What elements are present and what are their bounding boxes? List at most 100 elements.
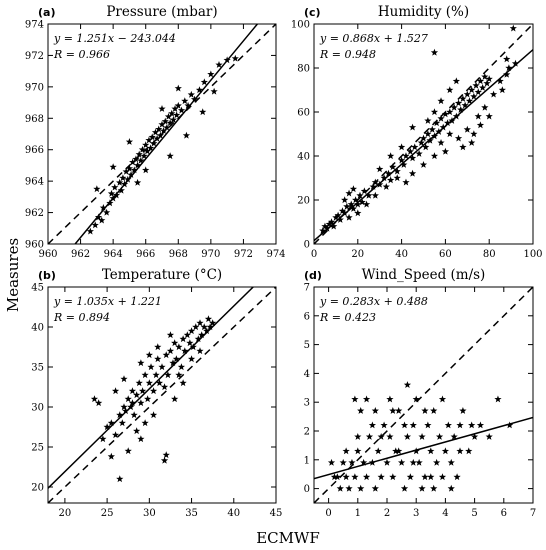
data-point [511, 59, 520, 67]
data-point [461, 101, 469, 109]
y-tick-label: 6 [304, 311, 310, 322]
data-point [351, 473, 359, 481]
x-tick-label: 966 [136, 249, 155, 260]
data-point [145, 379, 153, 387]
data-point [354, 200, 362, 208]
data-point [103, 208, 111, 216]
data-point [206, 323, 214, 331]
data-point [352, 196, 360, 204]
data-point [125, 138, 134, 145]
x-tick-label: 974 [266, 249, 285, 260]
correlation-r: R = 0.423 [319, 311, 376, 324]
data-point [362, 200, 371, 208]
data-point [107, 189, 116, 197]
data-point [459, 407, 467, 414]
panel-letter: (c) [304, 6, 321, 19]
data-point [411, 143, 419, 151]
data-point [200, 78, 208, 86]
y-tick-label: 964 [25, 177, 44, 188]
data-point [204, 315, 213, 323]
data-point [125, 164, 134, 172]
data-point [433, 119, 441, 127]
x-tick-label: 35 [185, 508, 198, 519]
data-point [345, 189, 353, 197]
data-point [468, 86, 476, 94]
data-point [154, 355, 162, 363]
data-point [387, 176, 395, 184]
y-tick-label: 962 [25, 208, 44, 219]
data-point [392, 447, 400, 455]
fit-equation: y = 1.035x + 1.221 [53, 295, 162, 308]
data-point [181, 97, 189, 105]
data-point [215, 61, 223, 68]
x-tick-label: 5 [471, 508, 477, 519]
data-point [503, 55, 511, 63]
data-point [389, 407, 397, 414]
data-point [435, 432, 444, 440]
data-point [177, 106, 186, 114]
correlation-r: R = 0.894 [53, 311, 110, 324]
data-point [138, 387, 147, 395]
data-point [412, 395, 420, 403]
y-tick-label: 4 [304, 369, 310, 380]
data-point [418, 484, 426, 492]
panel-title: Temperature (°C) [102, 267, 222, 283]
data-point [169, 359, 177, 367]
one-to-one-line [314, 24, 533, 244]
data-point [427, 447, 435, 455]
x-tick-label: 0 [311, 249, 317, 260]
data-point [393, 174, 401, 182]
data-point [209, 319, 217, 327]
data-point [446, 108, 454, 116]
data-point [334, 211, 342, 219]
data-point [327, 458, 336, 466]
data-point [137, 399, 145, 407]
data-point [444, 421, 452, 429]
data-point [345, 213, 353, 221]
axes-frame [313, 286, 534, 504]
x-tick-label: 40 [395, 249, 408, 260]
data-point [468, 421, 476, 429]
data-point [177, 363, 186, 371]
data-point [380, 174, 388, 182]
data-point [187, 327, 196, 335]
data-point [164, 371, 172, 379]
data-point [138, 145, 147, 153]
data-point [354, 447, 362, 455]
data-point [403, 432, 412, 440]
x-tick-label: 1 [355, 508, 361, 519]
data-point [135, 150, 143, 158]
data-point [336, 216, 344, 223]
data-point [149, 387, 158, 395]
y-axis-label: Measures [4, 238, 22, 312]
data-point [141, 419, 149, 427]
data-point [453, 473, 461, 481]
fit-line [314, 416, 533, 480]
data-point [354, 209, 362, 217]
fit-line [48, 287, 254, 489]
data-point [342, 447, 350, 455]
data-point [111, 431, 120, 439]
data-point [351, 395, 359, 403]
data-point [145, 136, 153, 144]
data-point [418, 432, 426, 440]
data-point [174, 84, 182, 92]
data-point [151, 128, 160, 136]
data-point [107, 419, 115, 427]
data-point [231, 54, 239, 62]
y-tick-label: 960 [25, 240, 44, 251]
x-tick-label: 972 [234, 249, 253, 260]
data-point [174, 101, 182, 109]
y-tick-label: 0 [304, 484, 310, 495]
data-point [330, 473, 339, 481]
data-point [158, 105, 166, 112]
data-point [143, 147, 151, 155]
data-point [408, 169, 417, 177]
data-point [409, 458, 417, 466]
data-point [144, 395, 152, 403]
data-point [470, 130, 478, 138]
data-point [427, 473, 435, 481]
data-point [336, 484, 344, 492]
